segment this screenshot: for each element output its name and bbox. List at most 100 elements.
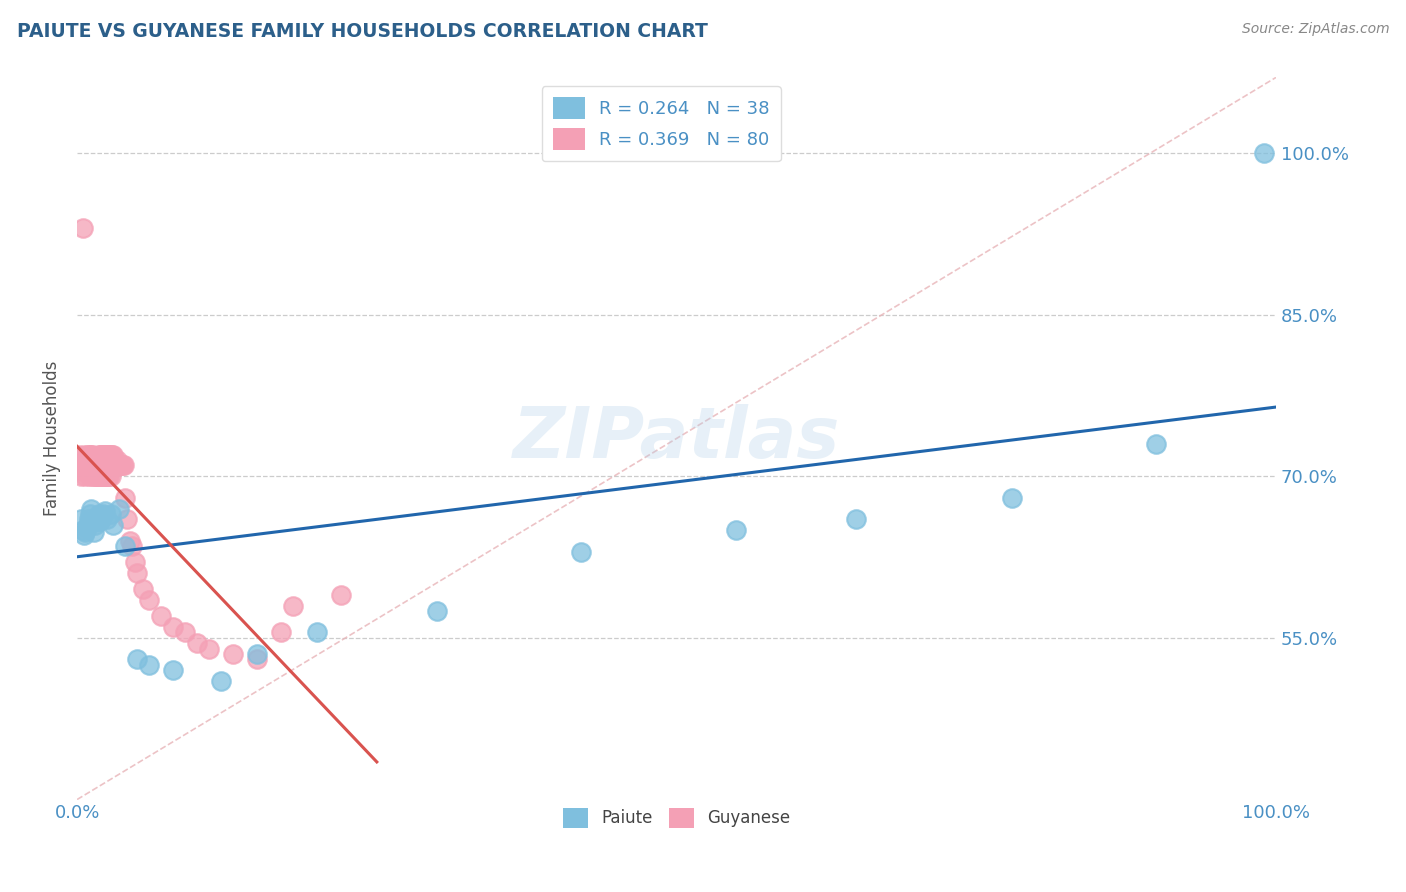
Point bbox=[100, 469, 122, 483]
Point bbox=[725, 523, 748, 537]
Point bbox=[845, 512, 868, 526]
Point bbox=[80, 501, 103, 516]
Point bbox=[112, 458, 135, 473]
Point bbox=[569, 544, 592, 558]
Point bbox=[91, 509, 114, 524]
Point bbox=[79, 448, 101, 462]
Point bbox=[79, 507, 101, 521]
Legend: Paiute, Guyanese: Paiute, Guyanese bbox=[555, 801, 797, 835]
Text: PAIUTE VS GUYANESE FAMILY HOUSEHOLDS CORRELATION CHART: PAIUTE VS GUYANESE FAMILY HOUSEHOLDS COR… bbox=[17, 22, 707, 41]
Point bbox=[75, 525, 97, 540]
Point bbox=[84, 469, 107, 483]
Point bbox=[98, 469, 121, 483]
Point bbox=[91, 469, 114, 483]
Point bbox=[84, 512, 107, 526]
Point bbox=[101, 448, 124, 462]
Point bbox=[97, 448, 120, 462]
Point bbox=[89, 448, 111, 462]
Point bbox=[82, 515, 104, 529]
Point bbox=[103, 453, 125, 467]
Point bbox=[83, 453, 105, 467]
Point bbox=[132, 582, 155, 597]
Point bbox=[162, 620, 184, 634]
Point bbox=[73, 464, 96, 478]
Point bbox=[87, 469, 110, 483]
Point bbox=[77, 448, 100, 462]
Point bbox=[77, 517, 100, 532]
Text: ZIPatlas: ZIPatlas bbox=[513, 404, 841, 473]
Point bbox=[174, 625, 197, 640]
Point bbox=[76, 458, 98, 473]
Point bbox=[72, 464, 94, 478]
Point bbox=[84, 469, 107, 483]
Point bbox=[80, 469, 103, 483]
Point bbox=[84, 517, 107, 532]
Point bbox=[94, 469, 117, 483]
Point bbox=[93, 469, 115, 483]
Point bbox=[114, 539, 136, 553]
Point bbox=[117, 512, 139, 526]
Point bbox=[1001, 491, 1024, 505]
Point bbox=[107, 458, 129, 473]
Point bbox=[111, 458, 134, 473]
Point bbox=[222, 647, 245, 661]
Point bbox=[87, 507, 110, 521]
Point bbox=[96, 512, 118, 526]
Point bbox=[96, 448, 118, 462]
Point bbox=[97, 469, 120, 483]
Point bbox=[110, 458, 132, 473]
Point bbox=[72, 523, 94, 537]
Point bbox=[93, 448, 115, 462]
Point bbox=[75, 469, 97, 483]
Point bbox=[270, 625, 292, 640]
Point bbox=[246, 652, 269, 666]
Point bbox=[118, 533, 141, 548]
Point bbox=[69, 448, 91, 462]
Point bbox=[110, 458, 132, 473]
Point bbox=[87, 448, 110, 462]
Point bbox=[70, 458, 93, 473]
Point bbox=[77, 453, 100, 467]
Point bbox=[121, 539, 143, 553]
Point bbox=[93, 504, 115, 518]
Point bbox=[104, 458, 127, 473]
Point bbox=[89, 469, 111, 483]
Point bbox=[186, 636, 208, 650]
Point bbox=[93, 507, 115, 521]
Text: Source: ZipAtlas.com: Source: ZipAtlas.com bbox=[1241, 22, 1389, 37]
Point bbox=[114, 491, 136, 505]
Point bbox=[90, 469, 112, 483]
Point bbox=[305, 625, 328, 640]
Point bbox=[108, 501, 131, 516]
Point bbox=[96, 469, 118, 483]
Point bbox=[125, 652, 148, 666]
Point bbox=[98, 448, 121, 462]
Point bbox=[76, 521, 98, 535]
Point bbox=[138, 593, 160, 607]
Y-axis label: Family Households: Family Households bbox=[44, 360, 60, 516]
Point bbox=[83, 525, 105, 540]
Point bbox=[73, 448, 96, 462]
Point bbox=[77, 512, 100, 526]
Point bbox=[79, 458, 101, 473]
Point bbox=[84, 453, 107, 467]
Point bbox=[281, 599, 304, 613]
Point bbox=[105, 453, 128, 467]
Point bbox=[90, 512, 112, 526]
Point bbox=[426, 604, 449, 618]
Point bbox=[77, 464, 100, 478]
Point bbox=[73, 528, 96, 542]
Point bbox=[93, 469, 115, 483]
Point bbox=[69, 512, 91, 526]
Point bbox=[89, 515, 111, 529]
Point bbox=[93, 448, 115, 462]
Point bbox=[80, 448, 103, 462]
Point bbox=[101, 517, 124, 532]
Point bbox=[86, 453, 108, 467]
Point bbox=[209, 673, 232, 688]
Point bbox=[94, 448, 117, 462]
Point bbox=[198, 641, 221, 656]
Point bbox=[77, 469, 100, 483]
Point bbox=[100, 507, 122, 521]
Point bbox=[101, 448, 124, 462]
